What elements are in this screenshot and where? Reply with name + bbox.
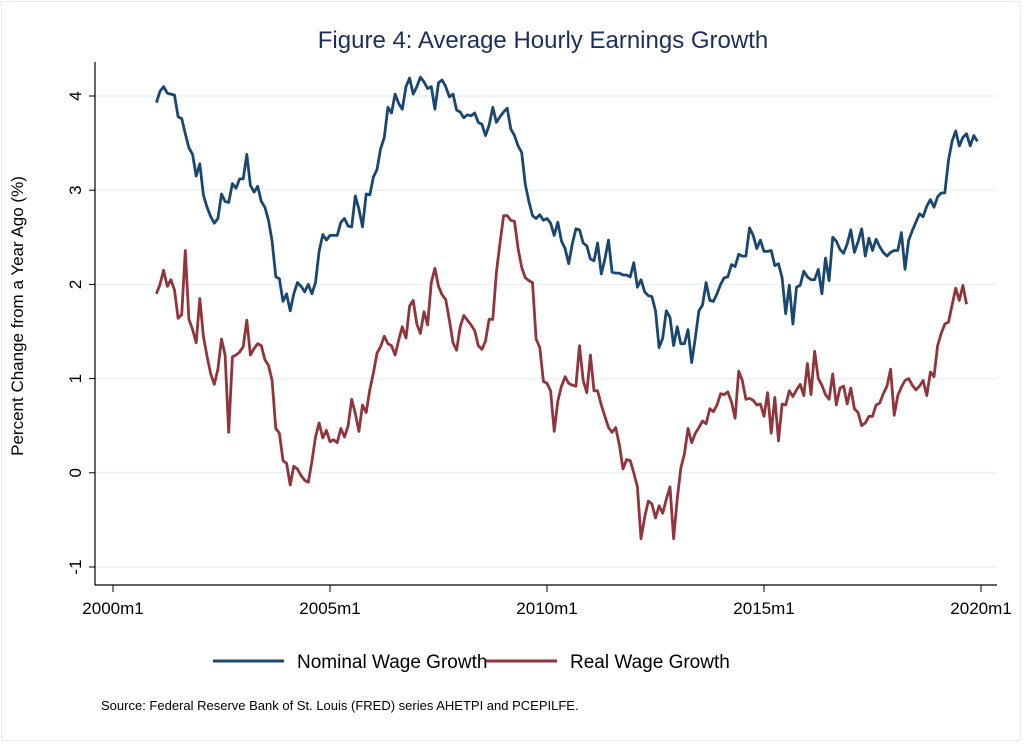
legend-label-nominal: Nominal Wage Growth (297, 652, 487, 673)
y-tick-label: 4 (66, 91, 85, 100)
y-tick-label: 3 (66, 185, 85, 194)
y-tick-label: 1 (66, 374, 85, 383)
chart-title: Figure 4: Average Hourly Earnings Growth (318, 27, 768, 54)
x-axis-ticks: 2000m1 2005m1 2010m1 2015m1 2020m1 (82, 585, 1012, 618)
y-axis-title: Percent Change from a Year Ago (%) (8, 176, 27, 456)
x-tick-label: 2020m1 (950, 599, 1011, 618)
x-tick-label: 2000m1 (82, 599, 143, 618)
nominal-wage-growth-line (155, 75, 979, 365)
legend-label-real: Real Wage Growth (570, 652, 730, 673)
x-tick-label: 2005m1 (299, 599, 360, 618)
source-note: Source: Federal Reserve Bank of St. Loui… (101, 698, 579, 713)
legend: Nominal Wage Growth Real Wage Growth (213, 652, 730, 673)
x-tick-label: 2015m1 (733, 599, 794, 618)
y-tick-label: -1 (66, 559, 85, 574)
series-lines (155, 75, 979, 541)
real-wage-growth-line (155, 214, 968, 541)
y-axis-ticks: -1 0 1 2 3 4 (66, 91, 95, 575)
y-tick-label: 2 (66, 280, 85, 289)
y-tick-label: 0 (66, 468, 85, 477)
gridlines (95, 95, 997, 568)
x-tick-label: 2010m1 (516, 599, 577, 618)
